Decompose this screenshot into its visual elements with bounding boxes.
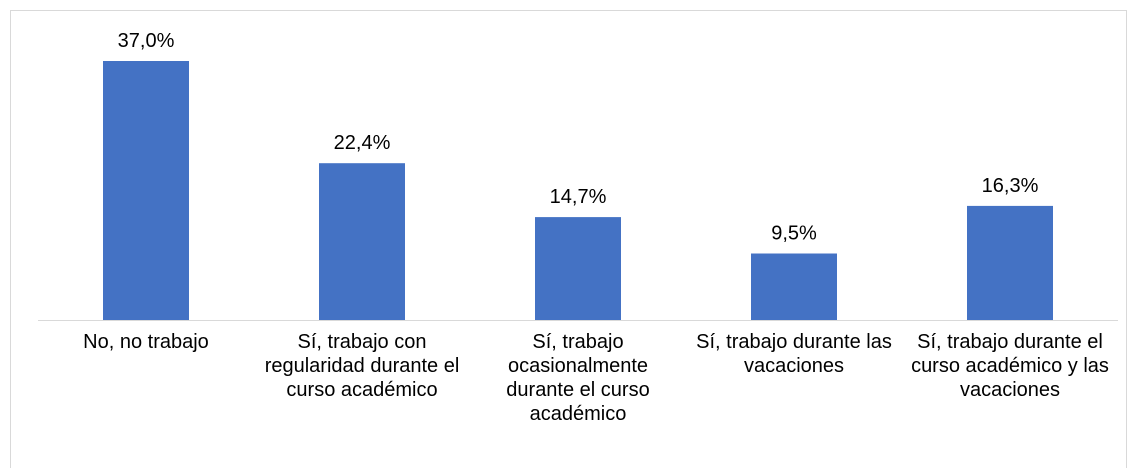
x-tick-label: Sí, trabajo con regularidad durante el c… [264,331,460,401]
bar [967,205,1053,320]
bar [535,217,621,320]
data-label: 22,4% [334,132,391,154]
x-tick-label: Sí, trabajo ocasionalmente durante el cu… [506,331,650,425]
bar [751,253,837,320]
data-label: 9,5% [771,223,817,245]
data-label: 37,0% [118,30,175,52]
x-tick-label: Sí, trabajo durante las vacaciones [696,331,892,377]
data-label: 16,3% [982,175,1039,197]
chart-frame [10,10,1127,468]
x-tick-label: No, no trabajo [83,331,209,353]
bar [319,163,405,320]
data-label: 14,7% [550,186,607,208]
x-tick-label: Sí, trabajo durante el curso académico y… [911,331,1109,401]
bar [103,61,189,320]
